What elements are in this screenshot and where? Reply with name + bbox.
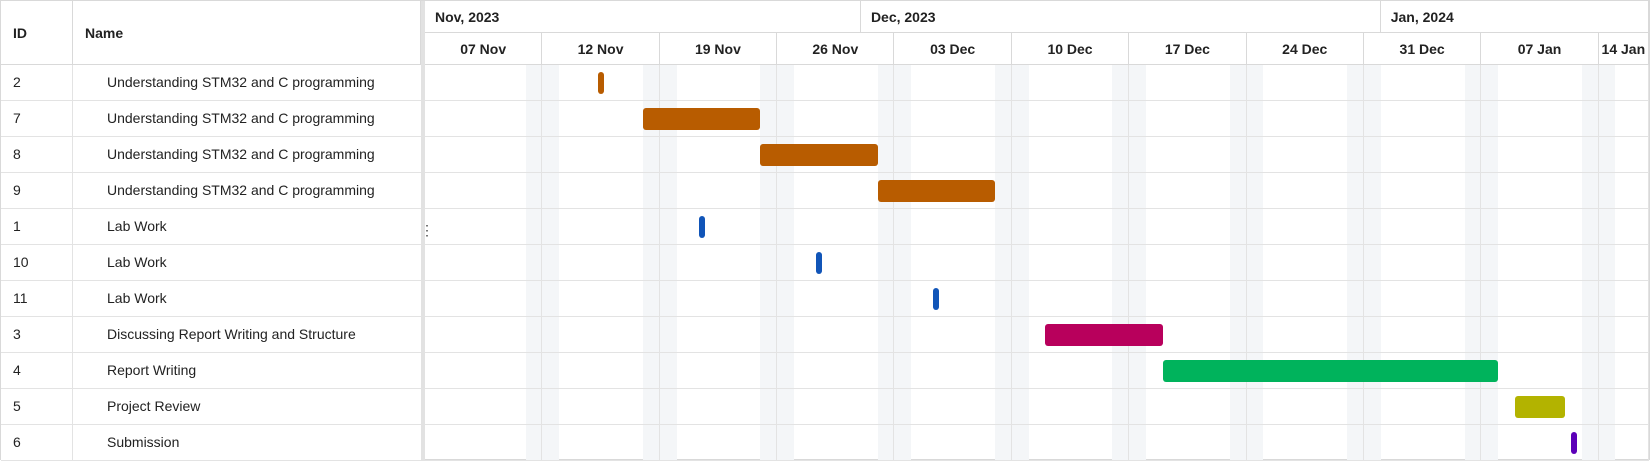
week-gridline — [776, 65, 778, 461]
row-gridline — [425, 208, 1649, 209]
table-row[interactable]: 2 Understanding STM32 and C programming — [1, 65, 421, 101]
row-gridline — [425, 244, 1649, 245]
week-gridline — [1128, 65, 1130, 461]
week-header: 26 Nov — [777, 33, 895, 65]
row-gridline — [425, 280, 1649, 281]
month-header: Jan, 2024 — [1380, 1, 1649, 33]
table-row[interactable]: 8 Understanding STM32 and C programming — [1, 137, 421, 173]
milestone-marker[interactable] — [1570, 432, 1577, 454]
task-bar[interactable] — [1045, 324, 1163, 346]
milestone-marker[interactable] — [698, 216, 705, 238]
week-header: 07 Jan — [1481, 33, 1599, 65]
task-id-cell: 9 — [1, 173, 73, 208]
week-gridline — [1245, 65, 1247, 461]
month-header: Dec, 2023 — [860, 1, 1381, 33]
week-gridline — [658, 65, 660, 461]
milestone-marker[interactable] — [933, 288, 940, 310]
task-name-cell: Understanding STM32 and C programming — [107, 146, 375, 162]
task-id-cell: 10 — [1, 245, 73, 280]
task-name-cell: Understanding STM32 and C programming — [107, 182, 375, 198]
week-header: 31 Dec — [1363, 33, 1482, 65]
task-bar[interactable] — [760, 144, 878, 166]
week-gridline — [541, 65, 543, 461]
week-gridline — [1648, 65, 1649, 461]
month-header: Nov, 2023 — [425, 1, 861, 33]
week-header: 12 Nov — [542, 33, 660, 65]
weekend-shade — [877, 65, 912, 461]
table-row[interactable]: 6 Submission — [1, 425, 421, 461]
row-gridline — [425, 100, 1649, 101]
panel-splitter[interactable] — [421, 1, 425, 461]
table-row[interactable]: 9 Understanding STM32 and C programming — [1, 173, 421, 209]
table-row[interactable]: 7 Understanding STM32 and C programming — [1, 101, 421, 137]
column-header-id[interactable]: ID — [1, 1, 73, 65]
task-id-cell: 8 — [1, 137, 73, 172]
weekend-shade — [525, 65, 560, 461]
week-header: 24 Dec — [1246, 33, 1364, 65]
week-header: 03 Dec — [894, 33, 1012, 65]
milestone-marker[interactable] — [598, 72, 605, 94]
task-bar[interactable] — [877, 180, 996, 202]
milestone-marker[interactable] — [816, 252, 823, 274]
task-id-cell: 1 — [1, 209, 73, 244]
task-name-cell: Lab Work — [107, 254, 167, 270]
task-name-cell: Project Review — [107, 398, 201, 414]
task-name-cell: Report Writing — [107, 362, 197, 378]
week-gridline — [1362, 65, 1364, 461]
week-gridline — [893, 65, 895, 461]
task-name-cell: Lab Work — [107, 290, 167, 306]
task-bar[interactable] — [642, 108, 761, 130]
table-row[interactable]: 10 Lab Work — [1, 245, 421, 281]
task-name-cell: Understanding STM32 and C programming — [107, 110, 375, 126]
task-bar[interactable] — [1162, 360, 1499, 382]
column-header-name[interactable]: Name — [73, 1, 421, 65]
table-row[interactable]: 1 Lab Work — [1, 209, 421, 245]
task-id-cell: 11 — [1, 281, 73, 316]
weekend-shade — [995, 65, 1029, 461]
week-header: 14 Jan — [1598, 33, 1649, 65]
task-name-cell: Discussing Report Writing and Structure — [107, 326, 356, 342]
task-bar[interactable] — [1514, 396, 1566, 418]
task-id-cell: 7 — [1, 101, 73, 136]
weekend-shade — [1229, 65, 1264, 461]
task-name-cell: Understanding STM32 and C programming — [107, 74, 375, 90]
table-row[interactable]: 11 Lab Work — [1, 281, 421, 317]
row-gridline — [425, 172, 1649, 173]
row-gridline — [425, 424, 1649, 425]
task-name-cell: Submission — [107, 434, 180, 450]
week-header: 17 Dec — [1129, 33, 1247, 65]
table-row[interactable]: 5 Project Review — [1, 389, 421, 425]
table-row[interactable]: 3 Discussing Report Writing and Structure — [1, 317, 421, 353]
weekend-shade — [1347, 65, 1381, 461]
task-grid: ID Name 2 Understanding STM32 and C progr… — [1, 1, 421, 461]
task-id-cell: 3 — [1, 317, 73, 352]
row-gridline — [425, 316, 1649, 317]
task-id-cell: 4 — [1, 353, 73, 388]
week-header: 07 Nov — [425, 33, 543, 65]
week-header: 19 Nov — [659, 33, 778, 65]
task-name-cell: Lab Work — [107, 218, 167, 234]
row-gridline — [425, 388, 1649, 389]
week-gridline — [1597, 65, 1599, 461]
row-gridline — [425, 352, 1649, 353]
task-id-cell: 6 — [1, 425, 73, 460]
weekend-shade — [1581, 65, 1616, 461]
row-gridline — [425, 136, 1649, 137]
week-header: 10 Dec — [1011, 33, 1130, 65]
weekend-shade — [642, 65, 677, 461]
timeline-panel: Nov, 2023 Dec, 2023 Jan, 2024 07 Nov 12 Nov 1… — [425, 1, 1649, 461]
week-gridline — [1480, 65, 1482, 461]
task-id-cell: 5 — [1, 389, 73, 424]
task-id-cell: 2 — [1, 65, 73, 100]
table-row[interactable]: 4 Report Writing — [1, 353, 421, 389]
week-gridline — [1010, 65, 1012, 461]
